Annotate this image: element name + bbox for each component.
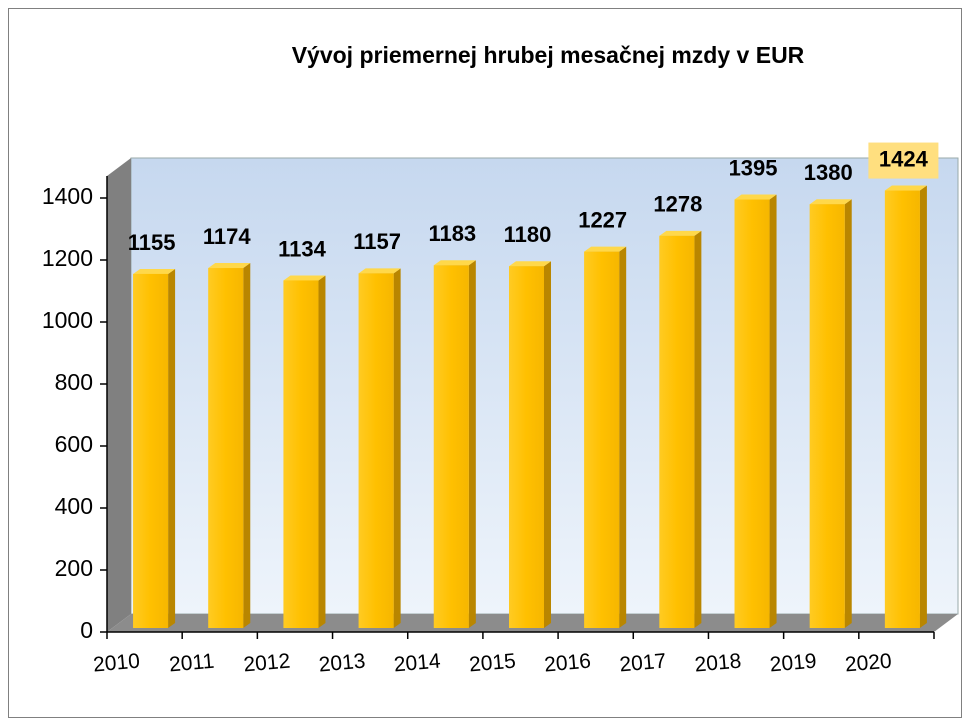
x-tick-label: 2010 (92, 650, 141, 677)
x-tick-label: 2019 (769, 650, 818, 677)
x-tick-label: 2013 (318, 650, 367, 677)
bar-side (468, 260, 476, 628)
y-tick-label: 1400 (42, 183, 93, 209)
bar-top (358, 268, 401, 274)
bar-side (243, 263, 251, 628)
bar-shade (133, 273, 169, 628)
bar-top (433, 260, 476, 266)
y-tick-label: 400 (55, 493, 93, 519)
bar-shade (208, 268, 244, 628)
bar-top (734, 194, 777, 200)
chart-title: Vývoj priemernej hrubej mesačnej mzdy v … (292, 42, 805, 68)
x-tick-label: 2011 (168, 650, 215, 677)
bar-shade (809, 204, 845, 628)
value-label: 1157 (353, 229, 401, 254)
bar-side (393, 268, 401, 628)
y-tick-label: 0 (80, 617, 93, 643)
x-tick-label: 2012 (243, 650, 292, 677)
value-label: 1155 (128, 230, 176, 255)
value-label: 1183 (428, 221, 476, 246)
bar-shade (358, 273, 394, 628)
side-wall (107, 158, 131, 632)
bar-side (919, 185, 927, 628)
value-label: 1174 (203, 224, 251, 249)
bar-side (844, 199, 852, 628)
bar-shade (884, 190, 920, 628)
y-tick-label: 200 (55, 555, 93, 581)
x-tick-label: 2015 (468, 650, 517, 677)
bar-top (509, 261, 551, 267)
y-tick-label: 600 (55, 431, 93, 457)
x-tick-label: 2014 (393, 650, 442, 677)
bar-shade (433, 265, 469, 628)
value-label-highlight (868, 142, 939, 179)
value-label: 1134 (278, 236, 326, 261)
x-tick-label: 2017 (619, 650, 668, 677)
y-tick-label: 1000 (42, 307, 93, 333)
bar-top (584, 246, 627, 252)
value-label: 1180 (504, 222, 552, 247)
x-tick-label: 2016 (543, 650, 592, 677)
bar-top (809, 199, 852, 205)
bar-top (208, 263, 251, 269)
bar-shade (734, 199, 770, 629)
x-tick-label: 2020 (844, 650, 893, 677)
value-label: 1227 (578, 207, 627, 232)
bar-side (168, 268, 176, 628)
bar-shade (659, 235, 695, 628)
bar-top (283, 275, 326, 281)
value-label: 1395 (729, 155, 778, 180)
bar-side (619, 246, 627, 628)
bar-shade (509, 266, 544, 628)
x-tick-label: 2018 (694, 650, 743, 677)
value-label: 1380 (804, 160, 853, 185)
bar-top (133, 268, 176, 274)
bar-side (769, 194, 777, 629)
value-label: 1424 (879, 146, 929, 171)
bar-top (659, 230, 702, 236)
bar-shade (283, 280, 319, 628)
bar-side (694, 230, 702, 628)
value-label: 1278 (653, 192, 702, 217)
bar-side (544, 261, 551, 628)
bar-side (318, 275, 326, 628)
y-tick-label: 800 (55, 369, 93, 395)
bar-top (884, 185, 927, 191)
y-tick-label: 1200 (42, 245, 93, 271)
bar-shade (584, 251, 620, 628)
